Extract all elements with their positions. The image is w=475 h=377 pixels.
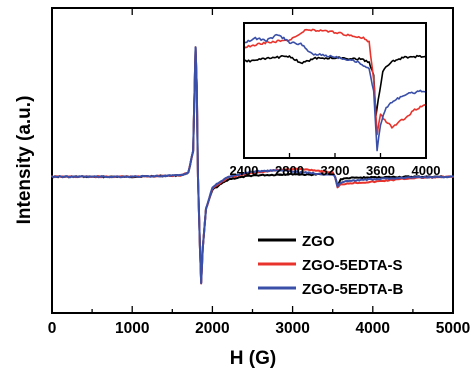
inset-x-tick-label-2400: 2400 <box>230 163 259 178</box>
inset-plot-background <box>244 23 426 158</box>
x-tick-label-2000: 2000 <box>195 320 229 337</box>
x-tick-label-1000: 1000 <box>115 320 149 337</box>
legend-label-zgo-5edta-b: ZGO-5EDTA-B <box>302 281 404 298</box>
legend-entry-zgo-5edta-s: ZGO-5EDTA-S <box>258 257 403 274</box>
inset-x-tick-label-4000: 4000 <box>412 163 441 178</box>
x-tick-label-3000: 3000 <box>275 320 309 337</box>
x-tick-label-5000: 5000 <box>436 320 470 337</box>
inset-x-tick-label-3200: 3200 <box>321 163 350 178</box>
legend-entry-zgo: ZGO <box>258 233 335 250</box>
inset-series-line-zgo-5edta-s <box>243 28 427 136</box>
inset-x-tick-label-3600: 3600 <box>366 163 395 178</box>
main-x-ticks <box>51 8 454 313</box>
inset-plot: 2400 2800 3200 3600 4000 <box>230 22 441 178</box>
series-line-zgo-5edta-b <box>51 46 454 285</box>
inset-x-ticks <box>243 153 427 158</box>
y-axis-title: Intensity (a.u.) <box>14 96 35 225</box>
main-x-tick-labels: 0 1000 2000 3000 4000 5000 <box>48 320 471 337</box>
x-tick-label-0: 0 <box>48 320 57 337</box>
inset-series-line-zgo-5edta-b <box>243 33 427 152</box>
main-plot: 0 1000 2000 3000 4000 5000 H (G) Intensity (a… <box>14 7 471 369</box>
legend-entry-zgo-5edta-b: ZGO-5EDTA-B <box>258 281 404 298</box>
inset-series-group <box>243 28 427 152</box>
x-axis-title: H (G) <box>230 348 276 369</box>
legend-label-zgo-5edta-s: ZGO-5EDTA-S <box>302 257 403 274</box>
inset-x-tick-labels: 2400 2800 3200 3600 4000 <box>230 163 441 178</box>
legend-label-zgo: ZGO <box>302 233 335 250</box>
main-series-group <box>51 46 454 285</box>
x-tick-label-4000: 4000 <box>356 320 390 337</box>
legend: ZGO ZGO-5EDTA-S ZGO-5EDTA-B <box>258 233 404 298</box>
inset-series-line-zgo <box>243 54 427 117</box>
inset-x-tick-label-2800: 2800 <box>275 163 304 178</box>
